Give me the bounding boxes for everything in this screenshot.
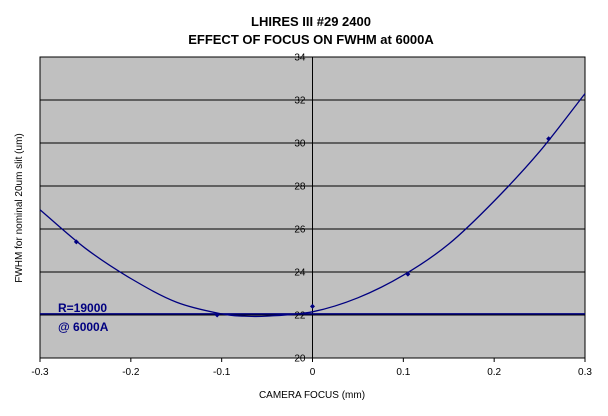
- chart-subtitle: EFFECT OF FOCUS ON FWHM at 6000A: [188, 32, 434, 47]
- x-tick-labels: -0.3 -0.2 -0.1 0 0.1 0.2 0.3: [31, 358, 592, 378]
- data-point-3: [405, 271, 411, 277]
- chart-title: LHIRES III #29 2400: [251, 14, 371, 29]
- x-tick-label-5: 0.2: [487, 367, 501, 378]
- x-tick-label-4: 0.1: [396, 367, 410, 378]
- data-point-2: [310, 303, 315, 309]
- data-point-0: [73, 239, 79, 245]
- x-tick-label-6: 0.3: [578, 367, 592, 378]
- annotation-line2: @ 6000A: [58, 320, 109, 334]
- y-tick-label-4: 28: [294, 182, 306, 193]
- y-tick-label-6: 32: [294, 96, 306, 107]
- annotation-line1: R=19000: [58, 301, 107, 315]
- y-tick-label-3: 26: [294, 225, 306, 236]
- series-layer: [39, 93, 586, 318]
- y-tick-label-1: 22: [294, 311, 306, 322]
- x-axis-label: CAMERA FOCUS (mm): [259, 390, 365, 401]
- x-tick-label-1: -0.2: [122, 367, 140, 378]
- data-point-4: [546, 136, 552, 142]
- y-axis-label: FWHM for nominal 20um slit (um): [14, 133, 25, 282]
- y-tick-label-5: 30: [294, 139, 306, 150]
- fit-curve: [39, 93, 586, 318]
- x-tick-label-0: -0.3: [31, 367, 49, 378]
- y-tick-labels: 20 22 24 26 28 30 32 34: [294, 53, 313, 365]
- x-tick-label-2: -0.1: [213, 367, 231, 378]
- data-point-1: [214, 312, 220, 318]
- y-tick-label-2: 24: [294, 268, 306, 279]
- y-tick-label-0: 20: [294, 354, 306, 365]
- x-tick-label-3: 0: [310, 367, 316, 378]
- y-tick-label-7: 34: [294, 53, 306, 64]
